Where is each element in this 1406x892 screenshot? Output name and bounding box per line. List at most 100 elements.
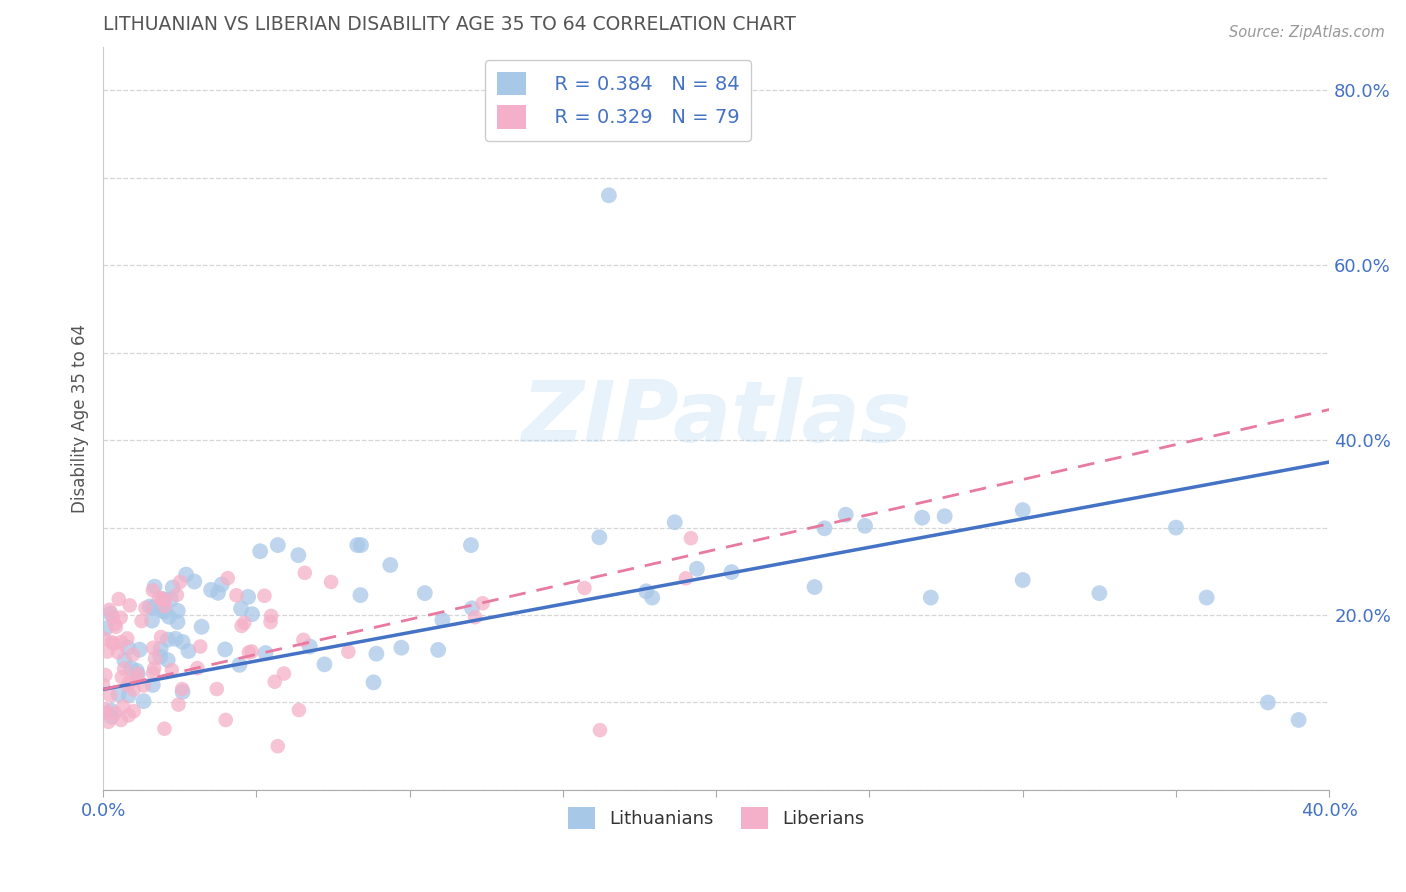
- Point: [152, 592, 174, 607]
- Point: [142, 600, 165, 615]
- Point: [172, 685, 194, 699]
- Point: [214, 642, 236, 657]
- Point: [177, 644, 200, 658]
- Point: [125, 671, 148, 685]
- Point: [122, 682, 145, 697]
- Point: [125, 664, 148, 678]
- Point: [314, 657, 336, 672]
- Point: [172, 635, 194, 649]
- Point: [803, 580, 825, 594]
- Point: [574, 581, 596, 595]
- Point: [835, 508, 858, 522]
- Point: [1088, 586, 1111, 600]
- Point: [139, 599, 162, 614]
- Point: [157, 609, 180, 624]
- Point: [211, 577, 233, 591]
- Point: [263, 674, 285, 689]
- Point: [380, 558, 402, 572]
- Point: [96, 645, 118, 659]
- Point: [142, 678, 165, 692]
- Point: [240, 644, 263, 658]
- Point: [166, 615, 188, 629]
- Point: [190, 620, 212, 634]
- Point: [240, 607, 263, 621]
- Point: [188, 640, 211, 654]
- Point: [103, 637, 125, 651]
- Point: [273, 666, 295, 681]
- Point: [813, 521, 835, 535]
- Point: [127, 667, 149, 681]
- Point: [143, 580, 166, 594]
- Point: [112, 662, 135, 676]
- Point: [233, 615, 256, 630]
- Point: [160, 663, 183, 677]
- Point: [259, 615, 281, 629]
- Text: Source: ZipAtlas.com: Source: ZipAtlas.com: [1229, 25, 1385, 40]
- Point: [150, 591, 173, 606]
- Point: [94, 702, 117, 716]
- Y-axis label: Disability Age 35 to 64: Disability Age 35 to 64: [72, 324, 89, 513]
- Point: [104, 706, 127, 720]
- Point: [934, 509, 956, 524]
- Point: [107, 592, 129, 607]
- Point: [911, 510, 934, 524]
- Point: [150, 630, 173, 644]
- Point: [464, 610, 486, 624]
- Point: [94, 621, 117, 635]
- Point: [853, 518, 876, 533]
- Point: [253, 589, 276, 603]
- Point: [110, 713, 132, 727]
- Point: [267, 538, 290, 552]
- Point: [205, 681, 228, 696]
- Point: [118, 675, 141, 690]
- Legend: Lithuanians, Liberians: Lithuanians, Liberians: [561, 800, 872, 837]
- Point: [641, 591, 664, 605]
- Point: [131, 614, 153, 628]
- Point: [101, 635, 124, 649]
- Point: [292, 632, 315, 647]
- Point: [298, 640, 321, 654]
- Point: [153, 722, 176, 736]
- Point: [122, 648, 145, 662]
- Point: [117, 640, 139, 655]
- Point: [363, 675, 385, 690]
- Point: [166, 588, 188, 602]
- Point: [132, 679, 155, 693]
- Point: [1011, 503, 1033, 517]
- Point: [111, 670, 134, 684]
- Point: [93, 632, 115, 646]
- Point: [260, 609, 283, 624]
- Point: [231, 619, 253, 633]
- Point: [110, 610, 132, 624]
- Point: [664, 515, 686, 529]
- Text: LITHUANIAN VS LIBERIAN DISABILITY AGE 35 TO 64 CORRELATION CHART: LITHUANIAN VS LIBERIAN DISABILITY AGE 35…: [103, 15, 796, 34]
- Point: [110, 635, 132, 649]
- Point: [91, 678, 114, 692]
- Point: [112, 699, 135, 714]
- Point: [156, 632, 179, 647]
- Point: [153, 605, 176, 619]
- Point: [319, 574, 342, 589]
- Point: [128, 642, 150, 657]
- Point: [118, 688, 141, 702]
- Point: [150, 604, 173, 618]
- Point: [174, 567, 197, 582]
- Point: [100, 607, 122, 621]
- Point: [207, 586, 229, 600]
- Point: [350, 538, 373, 552]
- Point: [228, 657, 250, 672]
- Point: [96, 706, 118, 720]
- Point: [134, 601, 156, 615]
- Point: [229, 601, 252, 615]
- Point: [349, 588, 371, 602]
- Point: [1195, 591, 1218, 605]
- Point: [366, 647, 388, 661]
- Point: [1257, 696, 1279, 710]
- Point: [156, 653, 179, 667]
- Text: ZIPatlas: ZIPatlas: [522, 376, 911, 459]
- Point: [200, 582, 222, 597]
- Point: [159, 592, 181, 607]
- Point: [461, 601, 484, 615]
- Point: [117, 678, 139, 692]
- Point: [589, 723, 612, 738]
